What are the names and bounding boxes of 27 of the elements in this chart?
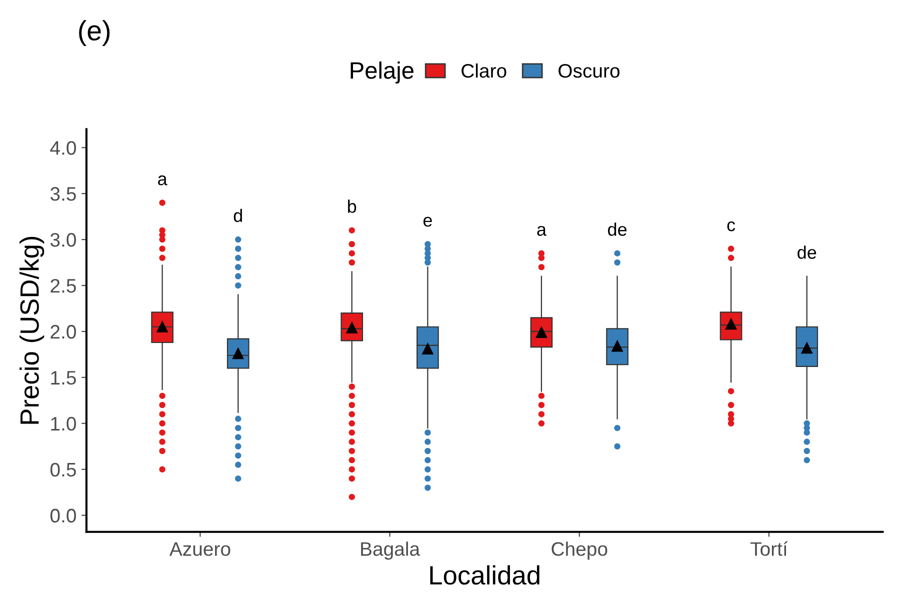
y-tick-label: 2.5 <box>50 278 76 293</box>
y-tick-label: 1.5 <box>51 371 76 385</box>
text: de <box>798 246 816 259</box>
text: e <box>423 216 432 227</box>
text: b <box>348 200 356 213</box>
x-tick-label: Azuero <box>169 542 230 556</box>
text: a <box>537 226 546 236</box>
y-tick-label: 0.0 <box>50 508 76 523</box>
chart-title: (e) <box>79 20 110 46</box>
y-tick-label: 3.5 <box>50 187 76 201</box>
y-tick-label: 3.0 <box>50 233 76 247</box>
legend-label: Oscuro <box>558 64 620 78</box>
text: d <box>234 208 242 222</box>
y-tick-label: 1.0 <box>51 416 76 431</box>
y-tick-label: 4.0 <box>50 141 76 155</box>
x-axis-title: Localidad <box>430 565 540 585</box>
legend-title: Pelaje <box>350 62 414 84</box>
text: a <box>158 175 168 186</box>
y-axis-title: Precio (USD/kg) <box>20 236 44 424</box>
text: de <box>608 222 627 236</box>
x-tick-label: Chepo <box>552 542 608 560</box>
y-tick-label: 2.0 <box>50 324 76 339</box>
legend-label: Claro <box>462 63 506 78</box>
text: c <box>727 221 736 232</box>
x-tick-label: Bagala <box>361 542 420 560</box>
x-tick-label: Tortí <box>750 541 788 556</box>
y-tick-label: 0.5 <box>50 462 76 477</box>
